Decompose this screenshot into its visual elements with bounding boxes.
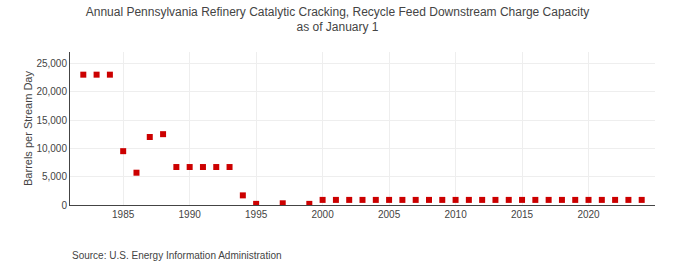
- svg-text:1985: 1985: [112, 209, 135, 220]
- svg-text:0: 0: [61, 200, 67, 211]
- svg-text:2005: 2005: [378, 209, 401, 220]
- svg-text:1990: 1990: [179, 209, 202, 220]
- svg-text:15,000: 15,000: [36, 115, 67, 126]
- svg-text:10,000: 10,000: [36, 143, 67, 154]
- svg-text:Barrels per Stream Day: Barrels per Stream Day: [22, 71, 34, 186]
- svg-text:20,000: 20,000: [36, 86, 67, 97]
- svg-text:2010: 2010: [444, 209, 467, 220]
- svg-text:2015: 2015: [511, 209, 534, 220]
- svg-text:2000: 2000: [311, 209, 334, 220]
- svg-text:2020: 2020: [577, 209, 600, 220]
- svg-text:1995: 1995: [245, 209, 268, 220]
- svg-text:25,000: 25,000: [36, 58, 67, 69]
- svg-text:Source: U.S. Energy Informatio: Source: U.S. Energy Information Administ…: [72, 250, 282, 261]
- svg-text:5,000: 5,000: [42, 171, 67, 182]
- svg-text:Annual Pennsylvania Refinery C: Annual Pennsylvania Refinery Catalytic C…: [86, 5, 590, 35]
